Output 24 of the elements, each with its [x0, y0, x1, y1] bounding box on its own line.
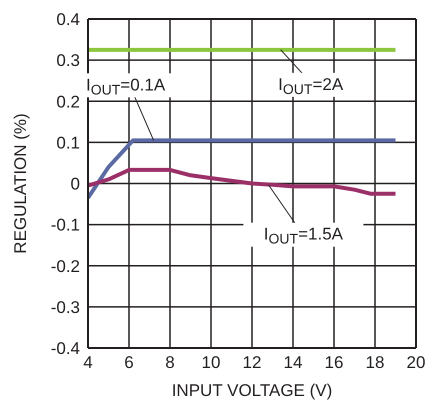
y-tick-label: 0 — [70, 174, 80, 194]
y-tick-label: -0.2 — [50, 256, 80, 276]
x-tick-label: 18 — [366, 353, 384, 372]
y-tick-label: 0.1 — [56, 133, 80, 152]
y-tick-label: 0.2 — [56, 92, 80, 112]
annotation: I$_{OUT}$=1.5A — [264, 224, 344, 247]
annotation: I$_{OUT}$=2A — [278, 74, 344, 98]
y-tick-label: 0.3 — [56, 51, 80, 70]
x-tick-label: 20 — [406, 353, 425, 372]
y-tick-label: 0.4 — [56, 10, 80, 30]
y-tick-label: -0.1 — [50, 216, 80, 235]
x-tick-label: 6 — [124, 353, 134, 372]
x-tick-label: 12 — [242, 353, 262, 372]
x-tick-label: 10 — [202, 353, 220, 372]
x-axis-title: INPUT VOLTAGE (V) — [172, 381, 332, 400]
y-tick-label: -0.3 — [50, 298, 80, 317]
line-series — [88, 168, 398, 196]
annotation: I$_{OUT}$=0.1A — [86, 75, 166, 98]
x-tick-label: 16 — [324, 353, 344, 372]
x-tick-label: 8 — [165, 353, 175, 372]
x-tick-label: 4 — [83, 353, 93, 372]
x-tick-label: 14 — [284, 353, 302, 372]
y-axis-title: REGULATION (%) — [11, 113, 30, 254]
y-tick-label: -0.4 — [50, 339, 80, 358]
